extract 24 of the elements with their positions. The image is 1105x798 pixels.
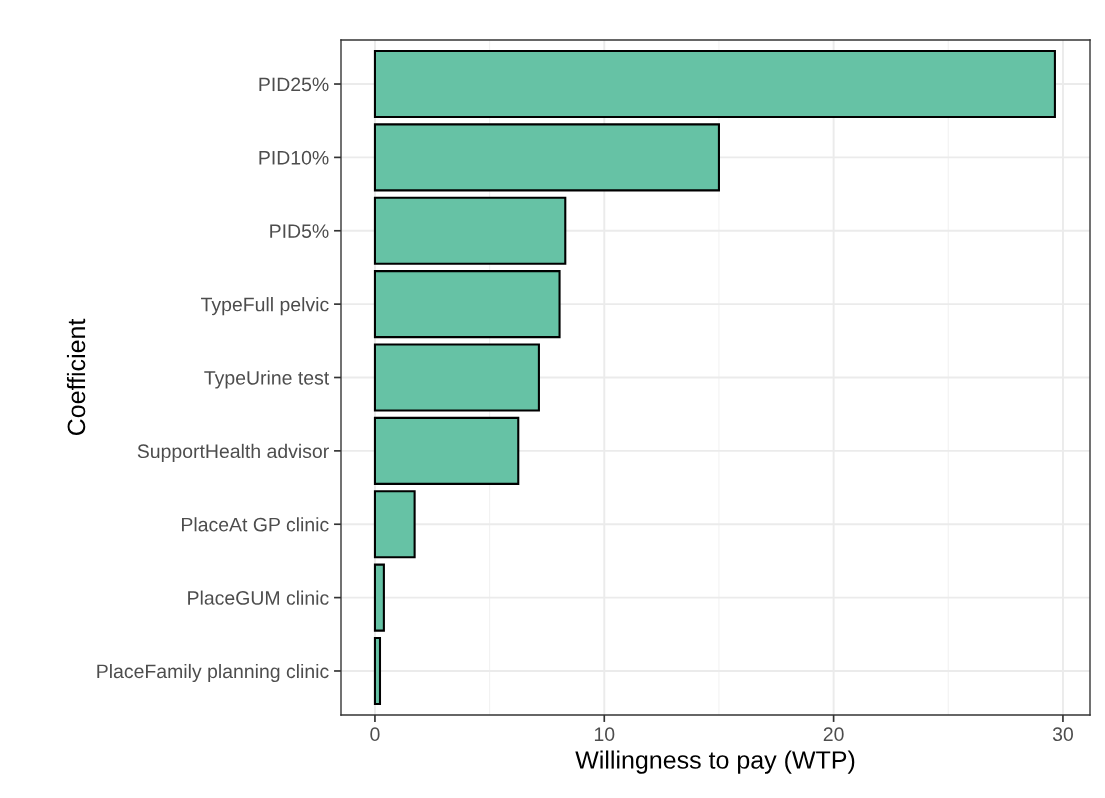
bar bbox=[373, 563, 385, 632]
y-tick-label: PlaceGUM clinic bbox=[188, 590, 329, 605]
y-tick-label: SupportHealth advisor bbox=[137, 443, 329, 462]
y-tick-label: PlaceAt GP clinic bbox=[182, 517, 329, 532]
bar bbox=[373, 270, 561, 339]
x-axis-title: Willingness to pay (WTP) bbox=[575, 750, 855, 774]
y-tick-label: PlaceFamily planning clinic bbox=[97, 663, 329, 683]
y-tick-label: PID5% bbox=[270, 224, 329, 238]
bar bbox=[373, 636, 382, 706]
y-tick-label: TypeFull pelvic bbox=[201, 297, 329, 316]
bar bbox=[373, 123, 720, 192]
y-axis-title: Coefficient bbox=[66, 318, 86, 436]
bar bbox=[373, 490, 416, 559]
bar bbox=[373, 49, 1056, 119]
y-tick-label: PID10% bbox=[259, 150, 329, 165]
bar bbox=[373, 343, 540, 412]
bar bbox=[373, 196, 567, 265]
y-tick-label: PID25% bbox=[259, 77, 329, 92]
x-tick-label: 30 bbox=[1052, 727, 1073, 742]
x-tick-label: 10 bbox=[594, 727, 615, 742]
y-tick-label: TypeUrine test bbox=[204, 370, 330, 389]
bar bbox=[373, 416, 520, 485]
x-tick-label: 20 bbox=[823, 727, 844, 742]
x-tick-label: 0 bbox=[370, 727, 380, 742]
